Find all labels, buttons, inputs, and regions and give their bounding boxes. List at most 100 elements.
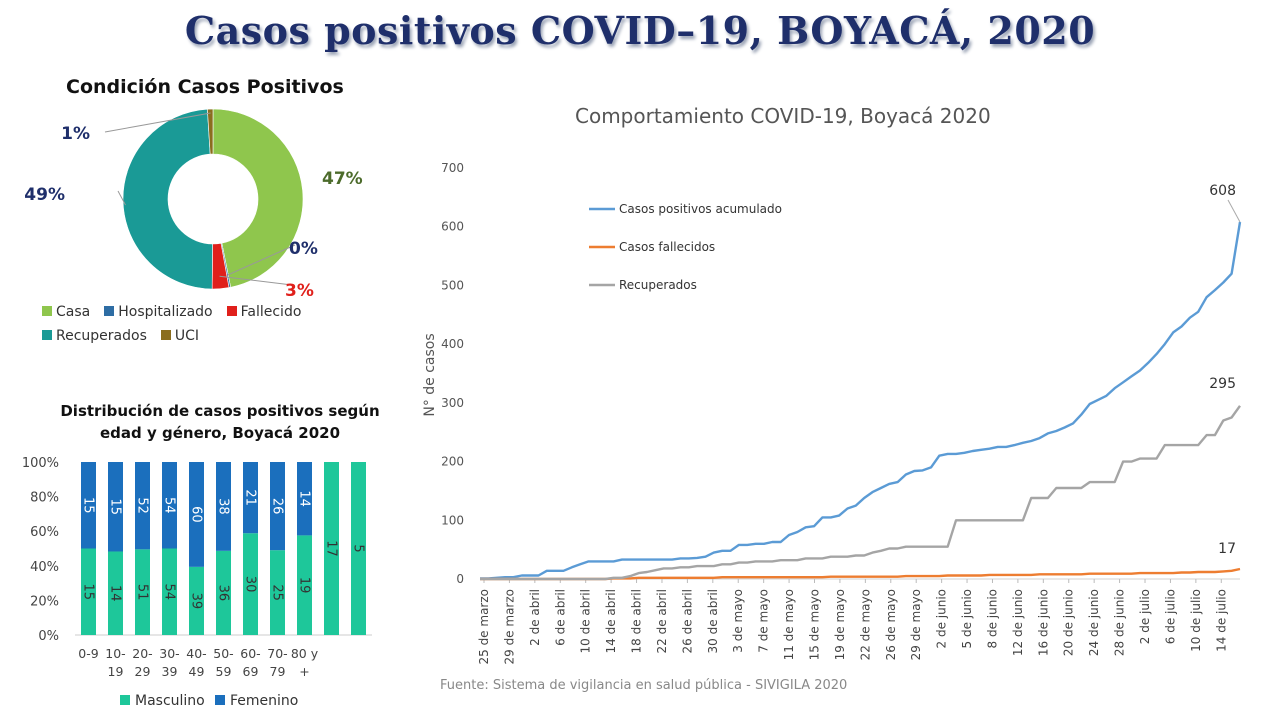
x-tick-label: 15 de mayo xyxy=(808,589,822,660)
bar-label-masculino: 14 xyxy=(108,585,123,602)
x-tick-label: 6 de julio xyxy=(1163,589,1177,644)
series-line-recuperados xyxy=(480,405,1241,581)
source-note: Fuente: Sistema de vigilancia en salud p… xyxy=(440,678,848,693)
donut-leader-uci xyxy=(104,112,211,133)
y-tick-label: 400 xyxy=(441,337,464,351)
bar-chart-title: Distribución de casos positivos según ed… xyxy=(60,400,380,444)
line-chart-title: Comportamiento COVID-19, Boyacá 2020 xyxy=(575,104,991,128)
bar-label-masculino: 30 xyxy=(243,576,258,593)
bar-label-femenino: 21 xyxy=(243,489,258,506)
bar-masculino xyxy=(297,535,312,635)
donut-slice-casa xyxy=(212,108,304,288)
bar-femenino xyxy=(162,462,177,549)
y-tick-label: 300 xyxy=(441,396,464,410)
legend-label-femenino: Femenino xyxy=(230,693,298,709)
donut-chart-title: Condición Casos Positivos xyxy=(66,76,344,98)
x-tick-label: 24 de junio xyxy=(1087,589,1101,656)
x-tick-label: 7 de mayo xyxy=(757,589,771,653)
x-tick-label: 16 de junio xyxy=(1036,589,1050,656)
bar-label-masculino: 54 xyxy=(162,583,177,600)
bar-masculino xyxy=(135,549,150,635)
x-tick-label: 20- xyxy=(132,646,152,661)
bar-label-masculino: 15 xyxy=(81,583,96,600)
legend-item-fallecido: Fallecido xyxy=(226,304,301,320)
bar-femenino xyxy=(297,462,312,536)
x-tick-label: 2 de julio xyxy=(1138,589,1152,644)
x-tick-label: 39 xyxy=(162,664,178,679)
legend-swatch xyxy=(160,330,171,340)
bar-femenino xyxy=(108,462,123,552)
x-tick-label: + xyxy=(299,664,309,679)
x-tick-label: 59 xyxy=(216,664,232,679)
y-tick-label: 500 xyxy=(441,278,464,292)
x-tick-label: 26 de abril xyxy=(680,589,694,653)
donut-label-hospitalizado: 0% xyxy=(289,239,318,259)
x-tick-label: 30- xyxy=(159,646,179,661)
bar-label-masculino: 51 xyxy=(135,584,150,601)
bar-label-masculino: 36 xyxy=(216,585,231,602)
x-tick-label: 10 de abril xyxy=(579,589,593,653)
donut-label-uci: 1% xyxy=(61,124,90,144)
bar-masculino xyxy=(189,566,204,635)
x-tick-label: 19 de mayo xyxy=(833,589,847,660)
y-tick-label: 0 xyxy=(456,572,464,586)
x-tick-label: 14 de abril xyxy=(604,589,618,653)
y-tick-label: 0% xyxy=(38,629,59,644)
x-tick-label: 20 de junio xyxy=(1062,589,1076,656)
donut-leader-hospitalizado xyxy=(227,244,296,276)
x-tick-label: 30 de abril xyxy=(706,589,720,653)
y-tick-label: 200 xyxy=(441,455,464,469)
x-tick-label: 79 xyxy=(270,664,286,679)
bar-label-femenino: 15 xyxy=(81,497,96,514)
bar-femenino xyxy=(135,462,150,550)
end-label-recuperados: 295 xyxy=(1209,376,1236,392)
x-tick-label: 3 de mayo xyxy=(731,589,745,653)
bar-label-masculino: 17 xyxy=(324,540,339,557)
legend-label: Recuperados xyxy=(56,328,147,344)
legend-swatch xyxy=(42,330,52,340)
donut-label-fallecido: 3% xyxy=(285,281,314,301)
end-label-leader xyxy=(1227,199,1241,223)
x-tick-label: 50- xyxy=(213,646,233,661)
x-tick-label: 10 de julio xyxy=(1189,589,1203,652)
x-tick-label: 70- xyxy=(267,646,287,661)
x-tick-label: 22 de abril xyxy=(655,589,669,653)
bar-masculino xyxy=(351,462,366,635)
x-tick-label: 19 xyxy=(108,664,124,679)
donut-legend: Casa Hospitalizado Fallecido Recuperados UC… xyxy=(42,304,315,344)
legend-item-uci: UCI xyxy=(160,328,200,344)
bar-label-femenino: 14 xyxy=(297,490,312,507)
bar-masculino xyxy=(243,533,258,635)
x-tick-label: 0-9 xyxy=(78,646,98,661)
bar-label-femenino: 52 xyxy=(135,497,150,514)
bar-masculino xyxy=(108,551,123,635)
bar-masculino xyxy=(81,548,96,635)
bar-femenino xyxy=(189,462,204,567)
x-tick-label: 69 xyxy=(243,664,259,679)
x-tick-label: 60- xyxy=(240,646,260,661)
y-tick-label: 100 xyxy=(441,513,464,527)
bar-femenino xyxy=(270,462,285,551)
bar-label-femenino: 15 xyxy=(108,498,123,515)
x-tick-label: 22 de mayo xyxy=(858,589,872,660)
y-tick-label: 40% xyxy=(30,560,59,575)
x-tick-label: 10- xyxy=(105,646,125,661)
legend-label-2: Recuperados xyxy=(619,278,697,292)
bar-chart-title-line2: edad y género, Boyacá 2020 xyxy=(100,424,340,442)
donut-label-casa: 47% xyxy=(322,169,363,189)
donut-chart: 47% 0% 3% 49% 1% xyxy=(24,108,363,301)
legend-label: UCI xyxy=(174,328,200,344)
legend-swatch-masculino xyxy=(120,695,130,705)
bar-masculino xyxy=(216,550,231,635)
stacked-bar-chart: 0% 20% 40% 60% 80% 100% 15 15 0-9 14 15 10- 19 51 52 20… xyxy=(22,456,372,709)
x-tick-label: 28 de junio xyxy=(1113,589,1127,656)
legend-item-casa: Casa xyxy=(42,304,90,320)
legend-label-1: Casos fallecidos xyxy=(619,240,715,254)
legend-label-0: Casos positivos acumulado xyxy=(619,202,782,216)
y-tick-label: 700 xyxy=(441,161,464,175)
series-line-casos-fallecidos xyxy=(480,567,1241,581)
y-tick-label: 20% xyxy=(30,594,59,609)
donut-slice-uci xyxy=(207,108,214,155)
series-line-casos-positivos-acumulado xyxy=(480,221,1242,580)
x-tick-label: 49 xyxy=(189,664,205,679)
